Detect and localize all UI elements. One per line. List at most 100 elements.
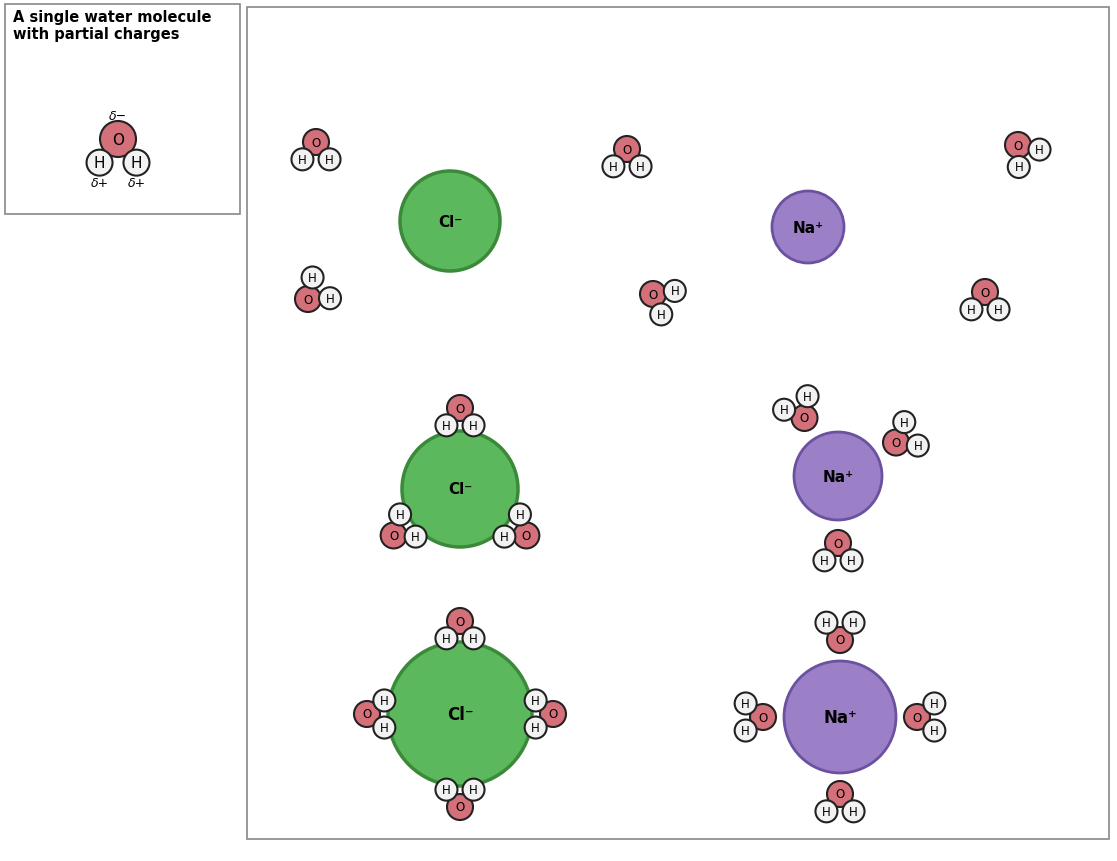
Circle shape xyxy=(373,716,395,739)
Text: H: H xyxy=(469,419,478,432)
Text: H: H xyxy=(609,161,618,174)
Circle shape xyxy=(815,801,838,822)
Text: δ+: δ+ xyxy=(90,177,108,190)
Circle shape xyxy=(961,299,983,321)
Circle shape xyxy=(400,172,500,272)
Text: H: H xyxy=(742,697,750,710)
Circle shape xyxy=(924,692,945,715)
Text: H: H xyxy=(822,616,831,629)
Circle shape xyxy=(735,692,756,715)
Circle shape xyxy=(794,432,882,520)
Circle shape xyxy=(494,526,515,548)
Circle shape xyxy=(735,720,756,741)
Circle shape xyxy=(389,504,411,526)
Circle shape xyxy=(924,720,945,741)
Circle shape xyxy=(784,661,896,773)
Text: H: H xyxy=(442,784,451,796)
Circle shape xyxy=(436,628,458,649)
Text: H: H xyxy=(847,554,856,567)
Text: O: O xyxy=(362,708,372,721)
Text: O: O xyxy=(836,634,844,647)
Circle shape xyxy=(462,415,485,437)
Circle shape xyxy=(302,267,324,289)
Circle shape xyxy=(447,395,472,422)
Text: O: O xyxy=(622,143,631,157)
Text: H: H xyxy=(532,722,540,734)
Circle shape xyxy=(650,304,672,326)
Circle shape xyxy=(842,801,865,822)
Text: δ−: δ− xyxy=(109,109,127,122)
Text: H: H xyxy=(849,805,858,818)
Text: H: H xyxy=(469,632,478,645)
Circle shape xyxy=(894,412,915,434)
Circle shape xyxy=(303,130,330,156)
Circle shape xyxy=(295,287,321,313)
Circle shape xyxy=(86,151,113,177)
Text: O: O xyxy=(312,136,321,149)
Text: H: H xyxy=(1035,144,1044,157)
Text: H: H xyxy=(380,694,389,707)
Circle shape xyxy=(447,794,472,820)
Text: O: O xyxy=(456,615,465,628)
Text: H: H xyxy=(914,440,923,453)
Circle shape xyxy=(1029,139,1050,161)
Text: O: O xyxy=(833,537,842,550)
Circle shape xyxy=(525,690,546,712)
Text: H: H xyxy=(516,508,524,521)
Text: H: H xyxy=(532,694,540,707)
Circle shape xyxy=(509,504,531,526)
Text: H: H xyxy=(94,156,105,171)
Circle shape xyxy=(750,704,776,730)
Circle shape xyxy=(101,122,136,158)
Circle shape xyxy=(825,530,851,556)
Circle shape xyxy=(436,778,458,801)
Text: O: O xyxy=(522,530,531,542)
Text: O: O xyxy=(456,801,465,814)
FancyBboxPatch shape xyxy=(4,5,240,214)
Text: H: H xyxy=(325,153,334,167)
Text: H: H xyxy=(803,390,812,403)
Text: H: H xyxy=(967,303,976,317)
Circle shape xyxy=(404,526,427,548)
Text: Cl⁻: Cl⁻ xyxy=(447,705,474,723)
Text: H: H xyxy=(326,293,334,306)
Text: O: O xyxy=(981,286,990,299)
Text: O: O xyxy=(304,293,313,307)
Text: H: H xyxy=(930,724,938,737)
Text: H: H xyxy=(380,722,389,734)
Text: H: H xyxy=(822,805,831,818)
Circle shape xyxy=(1005,133,1031,158)
Text: O: O xyxy=(891,437,900,449)
Circle shape xyxy=(884,430,909,456)
Text: A single water molecule
with partial charges: A single water molecule with partial cha… xyxy=(13,10,211,42)
Text: H: H xyxy=(994,303,1003,317)
Text: Na⁺: Na⁺ xyxy=(823,709,857,726)
Text: H: H xyxy=(395,508,404,521)
Circle shape xyxy=(462,628,485,649)
Text: H: H xyxy=(742,724,750,737)
Text: O: O xyxy=(389,530,399,542)
Circle shape xyxy=(388,642,532,786)
Circle shape xyxy=(292,149,314,171)
Text: O: O xyxy=(548,708,557,721)
Circle shape xyxy=(827,628,853,653)
Circle shape xyxy=(987,299,1010,321)
Circle shape xyxy=(842,612,865,634)
Circle shape xyxy=(354,701,380,728)
Text: O: O xyxy=(913,710,922,723)
Circle shape xyxy=(773,400,795,421)
Text: H: H xyxy=(930,697,938,710)
Text: Cl⁻: Cl⁻ xyxy=(438,214,462,229)
Circle shape xyxy=(841,549,862,572)
Text: Cl⁻: Cl⁻ xyxy=(448,482,472,497)
Text: O: O xyxy=(1013,139,1023,152)
Circle shape xyxy=(319,288,341,310)
Text: H: H xyxy=(670,285,679,298)
Circle shape xyxy=(640,282,666,307)
Circle shape xyxy=(381,523,407,548)
Circle shape xyxy=(447,608,472,635)
Text: H: H xyxy=(900,416,908,429)
Text: H: H xyxy=(411,530,420,543)
Circle shape xyxy=(525,716,546,739)
Text: H: H xyxy=(820,554,829,567)
